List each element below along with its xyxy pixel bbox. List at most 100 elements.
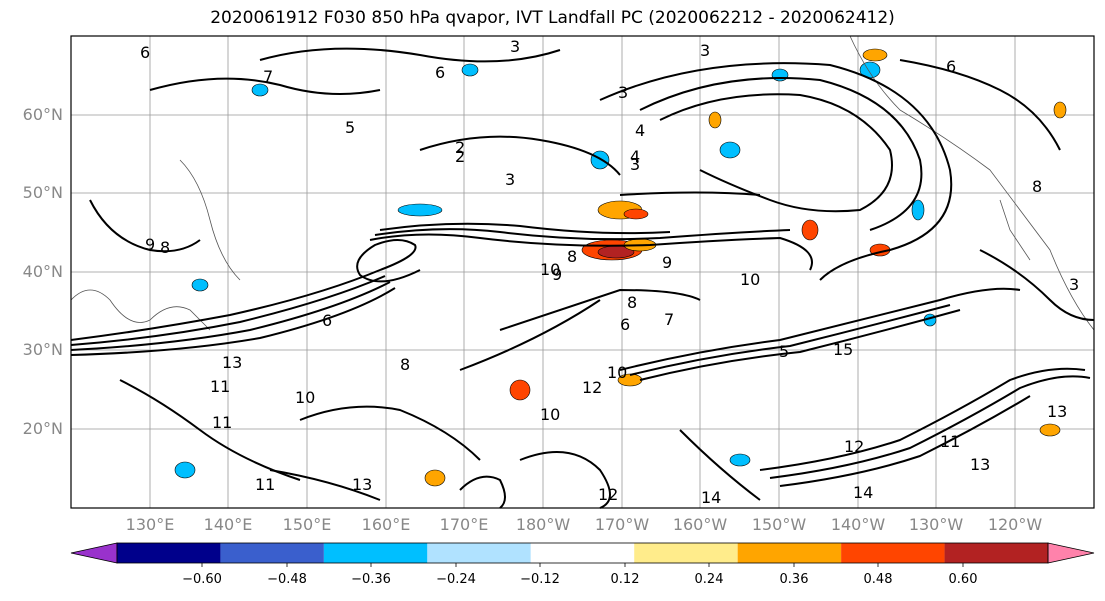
- contour-label: 9: [552, 265, 562, 284]
- anomaly-patch: [708, 111, 722, 129]
- colorbar-segment: [737, 543, 842, 563]
- anomaly-patch: [174, 461, 196, 479]
- lon-label: 140°E: [203, 515, 253, 534]
- contour-label: 11: [255, 475, 275, 494]
- contour-label: 13: [352, 475, 372, 494]
- contour-label: 5: [779, 342, 789, 361]
- anomaly-patch: [1053, 101, 1067, 119]
- contour-label: 4: [630, 147, 640, 166]
- contour-label: 6: [322, 311, 332, 330]
- contour-label: 3: [1069, 275, 1079, 294]
- colorbar-tick: −0.12: [520, 572, 560, 587]
- lat-label: 40°N: [22, 262, 63, 281]
- colorbar-tick: 0.60: [948, 572, 978, 587]
- colorbar-tick: −0.36: [351, 572, 391, 587]
- lon-label: 170°W: [594, 515, 650, 534]
- contour-label: 12: [582, 378, 602, 397]
- contour-label: 11: [210, 377, 230, 396]
- colorbar-tick: 0.24: [694, 572, 724, 587]
- colorbar-tick: 0.48: [863, 572, 893, 587]
- anomaly-patch: [191, 278, 209, 292]
- lon-label: 130°E: [125, 515, 175, 534]
- lat-label: 30°N: [22, 340, 63, 359]
- anomaly-patch: [461, 63, 479, 77]
- anomaly-patch: [424, 469, 446, 487]
- contour-label: 10: [607, 363, 627, 382]
- contour-label: 3: [510, 37, 520, 56]
- colorbar-tick: 0.12: [610, 572, 640, 587]
- contour-label: 5: [345, 118, 355, 137]
- anomaly-patch: [251, 83, 269, 97]
- contour-label: 13: [970, 455, 990, 474]
- contour-label: 10: [540, 405, 560, 424]
- colorbar-segment: [634, 543, 738, 563]
- anomaly-patch: [623, 208, 649, 220]
- colorbar-tick: 0.36: [779, 572, 809, 587]
- colorbar-tick: −0.60: [182, 572, 222, 587]
- colorbar-segment: [427, 543, 531, 563]
- contour-label: 14: [701, 488, 721, 507]
- contour-label: 9: [662, 253, 672, 272]
- anomaly-patch: [509, 379, 531, 401]
- lon-label: 160°E: [361, 515, 411, 534]
- contour-label: 8: [400, 355, 410, 374]
- contour-label: 12: [598, 485, 618, 504]
- contour-label: 8: [627, 293, 637, 312]
- contour-label: 3: [630, 155, 640, 174]
- colorbar-outline: [116, 542, 1049, 564]
- anomaly-patch: [1039, 423, 1061, 437]
- lat-label: 50°N: [22, 183, 63, 202]
- colorbar-segment: [530, 543, 635, 563]
- contour-label: 12: [844, 437, 864, 456]
- lon-label: 150°E: [282, 515, 332, 534]
- lon-label: 140°W: [830, 515, 886, 534]
- colorbar-segment: [323, 543, 428, 563]
- contour-label: 13: [222, 353, 242, 372]
- anomaly-patch: [801, 219, 819, 241]
- anomaly-patch: [590, 150, 610, 170]
- colorbar-extend-low: [70, 542, 118, 564]
- colorbar-extend-high: [1047, 542, 1095, 564]
- contour-label: 3: [618, 83, 628, 102]
- colorbar-tick: −0.24: [436, 572, 476, 587]
- contour-label: 13: [1047, 402, 1067, 421]
- anomaly-patch: [911, 199, 925, 221]
- anomaly-patch: [397, 203, 443, 217]
- contour-label: 8: [567, 247, 577, 266]
- contour-label: 11: [212, 413, 232, 432]
- contour-label: 4: [635, 121, 645, 140]
- lon-label: 180°W: [515, 515, 571, 534]
- contour-label: 3: [505, 170, 515, 189]
- contour-label: 10: [295, 388, 315, 407]
- lat-label: 60°N: [22, 105, 63, 124]
- colorbar-segment: [944, 543, 1048, 563]
- contour-label: 10: [540, 260, 560, 279]
- lat-label: 20°N: [22, 419, 63, 438]
- lon-label: 130°W: [908, 515, 964, 534]
- anomaly-patch: [771, 68, 789, 82]
- anomaly-patch: [862, 48, 888, 62]
- lon-label: 170°E: [439, 515, 489, 534]
- map-title: 2020061912 F030 850 hPa qvapor, IVT Land…: [210, 8, 895, 28]
- contour-label: 2: [455, 147, 465, 166]
- colorbar-tick: −0.48: [267, 572, 307, 587]
- contour-label: 6: [620, 315, 630, 334]
- contour-label: 11: [940, 432, 960, 451]
- colorbar-segment: [841, 543, 945, 563]
- contour-label: 10: [740, 270, 760, 289]
- contour-label: 9: [145, 235, 155, 254]
- contour-label: 6: [140, 43, 150, 62]
- lon-label: 160°W: [672, 515, 728, 534]
- contour-label: 8: [1032, 177, 1042, 196]
- contour-label: 14: [853, 483, 873, 502]
- anomaly-patch: [729, 453, 751, 467]
- contour-label: 3: [700, 41, 710, 60]
- anomaly-patch: [719, 141, 741, 159]
- contour-label: 8: [160, 238, 170, 257]
- colorbar-segment: [220, 543, 324, 563]
- contour-label: 6: [946, 57, 956, 76]
- contour-label: 7: [263, 67, 273, 86]
- contour-label: 6: [435, 63, 445, 82]
- lon-label: 150°W: [751, 515, 807, 534]
